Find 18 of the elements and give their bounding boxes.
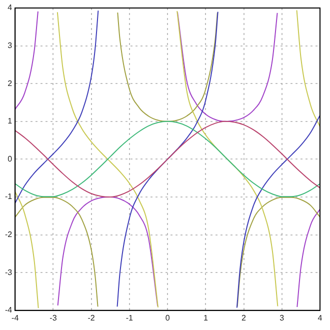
line-series: [14, 120, 320, 198]
y-tick-label: -1: [4, 192, 13, 202]
x-tick-label: -2: [88, 313, 96, 322]
y-tick-label: -4: [4, 306, 13, 315]
x-tick-label: 1: [203, 313, 208, 322]
y-tick-label: 2: [8, 78, 13, 88]
y-tick-label: 4: [8, 3, 13, 12]
y-tick-label: 3: [8, 41, 13, 50]
x-tick-label: 3: [280, 313, 285, 322]
x-tick-label: -1: [126, 313, 134, 322]
y-tick-label: 0: [8, 154, 13, 164]
x-tick-label: 0: [165, 313, 170, 322]
y-tick-label: 1: [8, 116, 13, 126]
x-tick-label: 2: [242, 313, 247, 322]
y-tick-label: -2: [4, 230, 13, 240]
y-tick-label: -3: [4, 268, 13, 277]
x-tick-label: -3: [50, 313, 58, 322]
x-tick-label: 4: [318, 313, 323, 322]
